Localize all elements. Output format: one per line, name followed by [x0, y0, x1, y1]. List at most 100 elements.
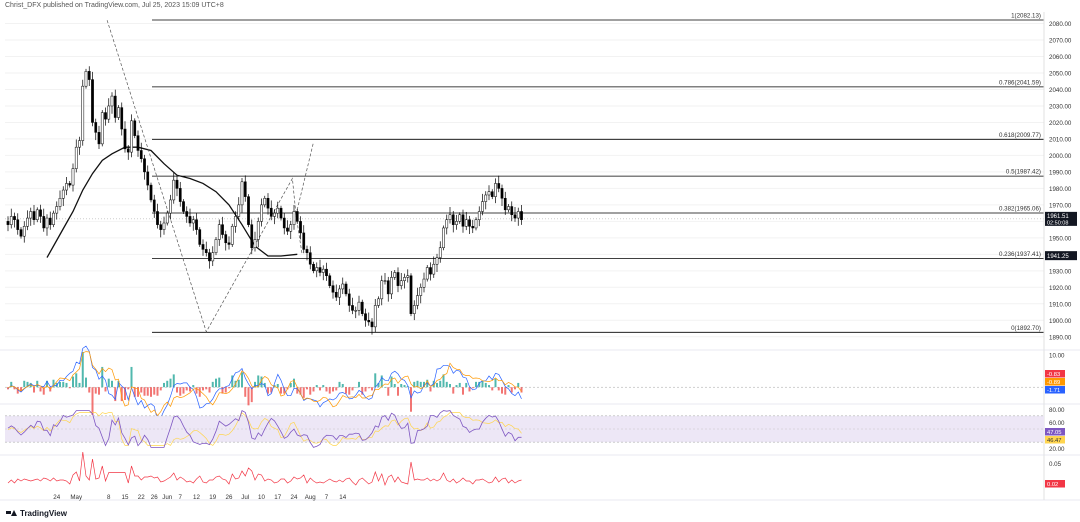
macd-histogram-bar	[403, 385, 406, 388]
candle-body	[68, 183, 72, 186]
candle-body	[130, 120, 133, 153]
candle-body	[42, 216, 46, 229]
macd-histogram-bar	[172, 374, 175, 388]
macd-histogram-bar	[156, 387, 159, 396]
candle-body	[318, 267, 322, 273]
candle-body	[227, 242, 231, 245]
candle-body	[292, 211, 296, 225]
candle-body	[178, 188, 182, 202]
candle-body	[94, 122, 98, 133]
fib-level-label: 0(1892.70)	[1011, 325, 1041, 332]
third-value-badge	[1045, 480, 1065, 488]
macd-histogram-bar	[143, 387, 146, 396]
macd-histogram-bar	[59, 381, 61, 388]
tradingview-brand[interactable]: TradingView	[6, 509, 67, 518]
candle-body	[458, 214, 462, 222]
rsi-pane: 80.00 60.00 20.00 47.05 46.47	[5, 407, 1065, 453]
time-tick-label: 24	[291, 494, 298, 501]
rsi-tick-label: 20.00	[1049, 446, 1065, 453]
candle-body	[240, 181, 244, 206]
candle-body	[78, 140, 81, 148]
candle-body	[295, 211, 299, 222]
ma-price-value: 1941.25	[1047, 254, 1069, 260]
macd-histogram-bar	[189, 387, 191, 392]
candle-body	[263, 198, 267, 206]
candle-body	[442, 227, 445, 248]
macd-histogram-bar	[351, 387, 354, 391]
macd-histogram-bar	[179, 387, 182, 396]
macd-histogram-bar	[270, 387, 273, 393]
candle-body	[471, 226, 475, 229]
candle-body	[507, 206, 510, 211]
candle-body	[169, 199, 172, 214]
macd-histogram-bar	[481, 380, 484, 388]
grid-lines	[5, 23, 1044, 338]
macd-histogram-bar	[257, 375, 260, 388]
time-tick-label: 26	[151, 494, 158, 501]
macd-histogram-bar	[208, 387, 211, 393]
price-tick-label: 2040.00	[1049, 87, 1072, 94]
candle-body	[386, 280, 390, 295]
candle-body	[276, 207, 280, 214]
macd-histogram-bar	[478, 381, 481, 388]
macd-histogram-bar	[432, 380, 435, 388]
candle-body	[494, 183, 497, 197]
macd-histogram-bar	[166, 380, 169, 388]
fib-level-label: 0.618(2009.77)	[999, 132, 1041, 139]
macd-histogram-bar	[72, 376, 74, 388]
macd-histogram-bar	[94, 387, 97, 394]
candle-body	[26, 217, 29, 227]
candle-body	[520, 211, 523, 220]
macd-histogram-bar	[221, 387, 224, 394]
price-tick-label: 1920.00	[1049, 285, 1072, 292]
macd-histogram-bar	[130, 366, 133, 388]
macd-histogram-bar	[332, 387, 334, 392]
price-tick-label: 2060.00	[1049, 54, 1072, 61]
macd-histogram-bar	[517, 382, 520, 388]
candle-body	[380, 280, 384, 300]
candle-body	[104, 112, 107, 120]
candle-body	[16, 219, 20, 230]
macd-value-badge	[1045, 370, 1065, 378]
macd-histogram-bar	[267, 387, 269, 394]
macd-histogram-bar	[202, 387, 204, 391]
macd-histogram-bar	[494, 378, 497, 388]
candle-body	[302, 232, 306, 250]
macd-histogram-bar	[78, 382, 81, 388]
fib-level-label: 0.5(1987.42)	[1006, 169, 1041, 176]
candle-body	[156, 211, 159, 225]
candle-body	[253, 239, 257, 248]
macd-histogram-bar	[465, 382, 468, 388]
candle-body	[250, 224, 254, 248]
fib-level-label: 0.786(2041.59)	[999, 79, 1041, 86]
candle-body	[308, 252, 312, 265]
candle-body	[195, 219, 198, 230]
candle-body	[175, 179, 179, 189]
macd-histogram-bar	[364, 387, 367, 392]
macd-histogram-bar	[312, 387, 315, 392]
macd-histogram-bar	[13, 387, 16, 390]
rsi-line	[7, 410, 522, 448]
candle-body	[55, 206, 59, 214]
rsi-value-badge	[1045, 428, 1065, 436]
macd-histogram-bar	[98, 387, 100, 395]
macd-histogram-bar	[400, 384, 403, 388]
macd-histogram-bar	[338, 381, 341, 388]
candle-body	[422, 278, 426, 288]
candle-body	[87, 71, 91, 80]
macd-histogram-bar	[231, 375, 234, 388]
macd-histogram-bar	[497, 387, 500, 391]
macd-histogram-bar	[455, 385, 458, 388]
macd-histogram-bar	[244, 387, 247, 397]
macd-histogram-bar	[397, 387, 399, 396]
candle-body	[172, 179, 176, 201]
macd-histogram-bar	[345, 387, 347, 394]
brand-label: TradingView	[20, 509, 67, 518]
macd-histogram-bar	[124, 387, 126, 400]
candle-body	[383, 280, 387, 282]
candle-body	[299, 221, 302, 234]
macd-histogram-bar	[377, 382, 380, 388]
macd-histogram-bar	[224, 387, 227, 393]
candle-body	[146, 171, 150, 186]
candle-body	[474, 219, 478, 229]
